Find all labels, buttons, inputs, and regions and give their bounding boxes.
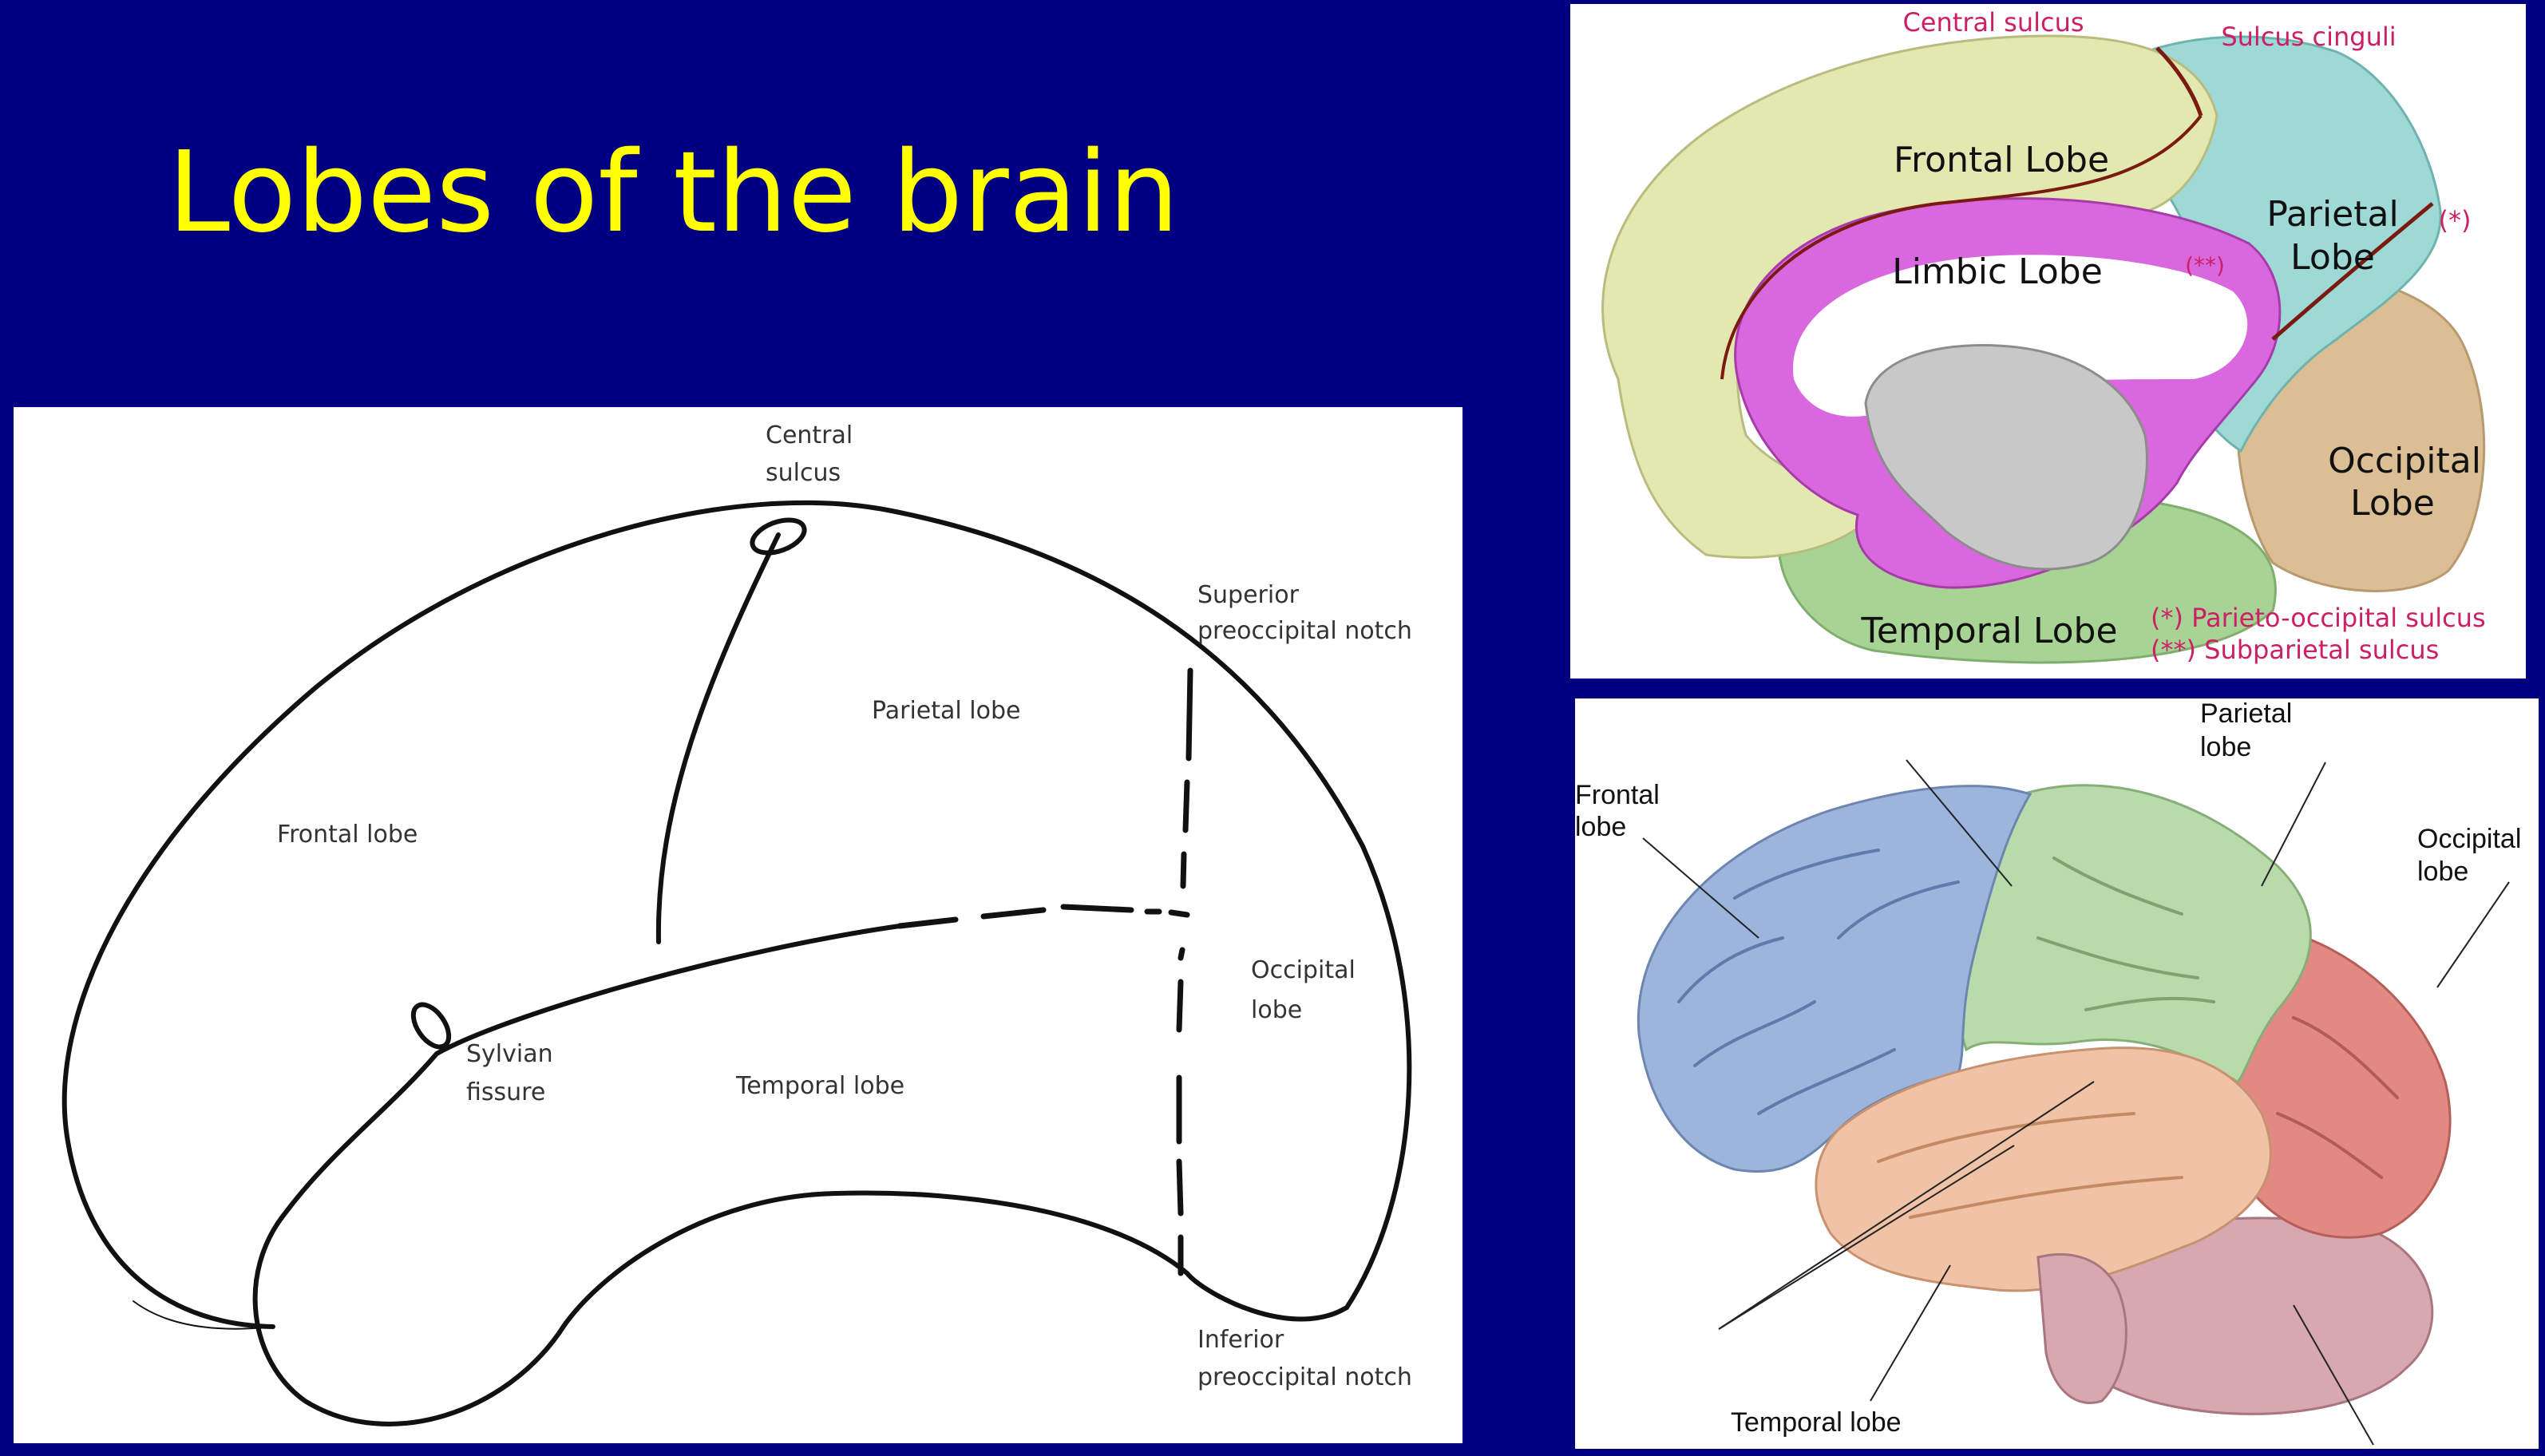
lateral-brain-illustration: Frontal lobe Parietal lobe Occipital lob… [1575,698,2521,1446]
label-frontal-lobe: Frontal lobe [277,821,418,849]
label-temporal-lobe: Temporal Lobe [1860,611,2117,651]
label-occipital-line1: Occipital [2417,824,2521,854]
label-occipital-line1: Occipital [2328,441,2481,481]
temporal-leader-line-b [1718,1081,2095,1330]
parietal-leader-line [2261,762,2326,887]
label-frontal-line1: Frontal [1575,780,1660,810]
label-frontal-line2: lobe [1575,812,1626,842]
parietal-gyri [2036,857,2215,1011]
sylvian-fissure-dashed [896,904,1190,929]
label-star: (*) [2439,205,2472,235]
frontal-leader-line-top [1906,759,2013,887]
label-sylvian-line2: fissure [466,1078,545,1106]
legend-subparietal: (**) Subparietal sulcus [2151,635,2439,665]
slide-title: Lobes of the brain [168,128,1180,258]
frontal-leader-line [1642,837,1759,939]
label-double-star: (**) [2185,252,2225,279]
brainstem-region [2036,1252,2127,1404]
label-central-sulcus-line2: sulcus [766,459,841,487]
cerebellum-leader-line [2293,1304,2374,1446]
label-superior-notch-line1: Superior [1197,581,1300,609]
label-frontal-lobe: Frontal Lobe [1894,140,2109,180]
label-parietal-line2: lobe [2200,732,2251,762]
label-sylvian-line1: Sylvian [466,1040,553,1068]
temporal-leader-line-a [1718,1145,2015,1330]
parieto-occipital-sulcus-mark [2271,202,2434,341]
label-occipital-line2: lobe [1251,996,1302,1024]
frontal-pole-thin-line [133,1300,274,1330]
occipital-gyri [2276,1016,2399,1179]
label-limbic-lobe: Limbic Lobe [1892,251,2103,292]
brainstem-region [1864,344,2148,571]
label-inferior-notch-line1: Inferior [1197,1326,1284,1354]
temporal-lobe-region [1815,1046,2272,1292]
medial-view-panel: Central sulcus Sulcus cinguli Frontal Lo… [1570,4,2526,679]
label-occipital-line1: Occipital [1251,956,1356,984]
central-sulcus-marker [750,517,807,556]
label-sulcus-cinguli: Sulcus cinguli [2221,22,2396,52]
occipital-leader-line [2436,881,2510,988]
label-parietal-line1: Parietal [2266,194,2398,235]
label-parietal-line1: Parietal [2200,698,2292,729]
preoccipital-dashed-line [1176,667,1193,1276]
label-central-sulcus: Central sulcus [1902,7,2084,38]
frontal-gyri [1677,849,1960,1115]
frontal-lobe-region [1637,785,2032,1173]
schematic-diagram: Central sulcus Superior preoccipital not… [61,421,1412,1426]
label-parietal-lobe: Parietal lobe [872,697,1020,725]
cingulate-sulcus-mark [1720,114,2203,380]
label-occipital-line2: lobe [2417,857,2468,887]
label-central-sulcus-line1: Central [766,421,853,449]
lateral-view-panel: Frontal lobe Parietal lobe Occipital lob… [1575,698,2539,1449]
temporal-gyri [1877,1112,2183,1219]
schematic-diagram-panel: Central sulcus Superior preoccipital not… [14,407,1462,1443]
label-inferior-notch-line2: preoccipital notch [1197,1363,1412,1391]
central-sulcus-line [655,532,781,944]
hemisphere-outline [61,500,1412,1426]
central-sulcus-mark [2155,46,2203,117]
legend-parieto-occipital: (*) Parieto-occipital sulcus [2151,603,2486,633]
temporal-leader-line-c [1870,1264,1951,1402]
label-parietal-line2: Lobe [2290,237,2375,278]
sylvian-fissure-marker [410,1002,452,1050]
medial-brain-illustration: Central sulcus Sulcus cinguli Frontal Lo… [1601,7,2486,665]
label-occipital-line2: Lobe [2350,483,2435,524]
label-superior-notch-line2: preoccipital notch [1197,617,1412,645]
label-temporal-lobe: Temporal lobe [735,1072,904,1100]
label-temporal-lobe: Temporal lobe [1731,1407,1902,1438]
